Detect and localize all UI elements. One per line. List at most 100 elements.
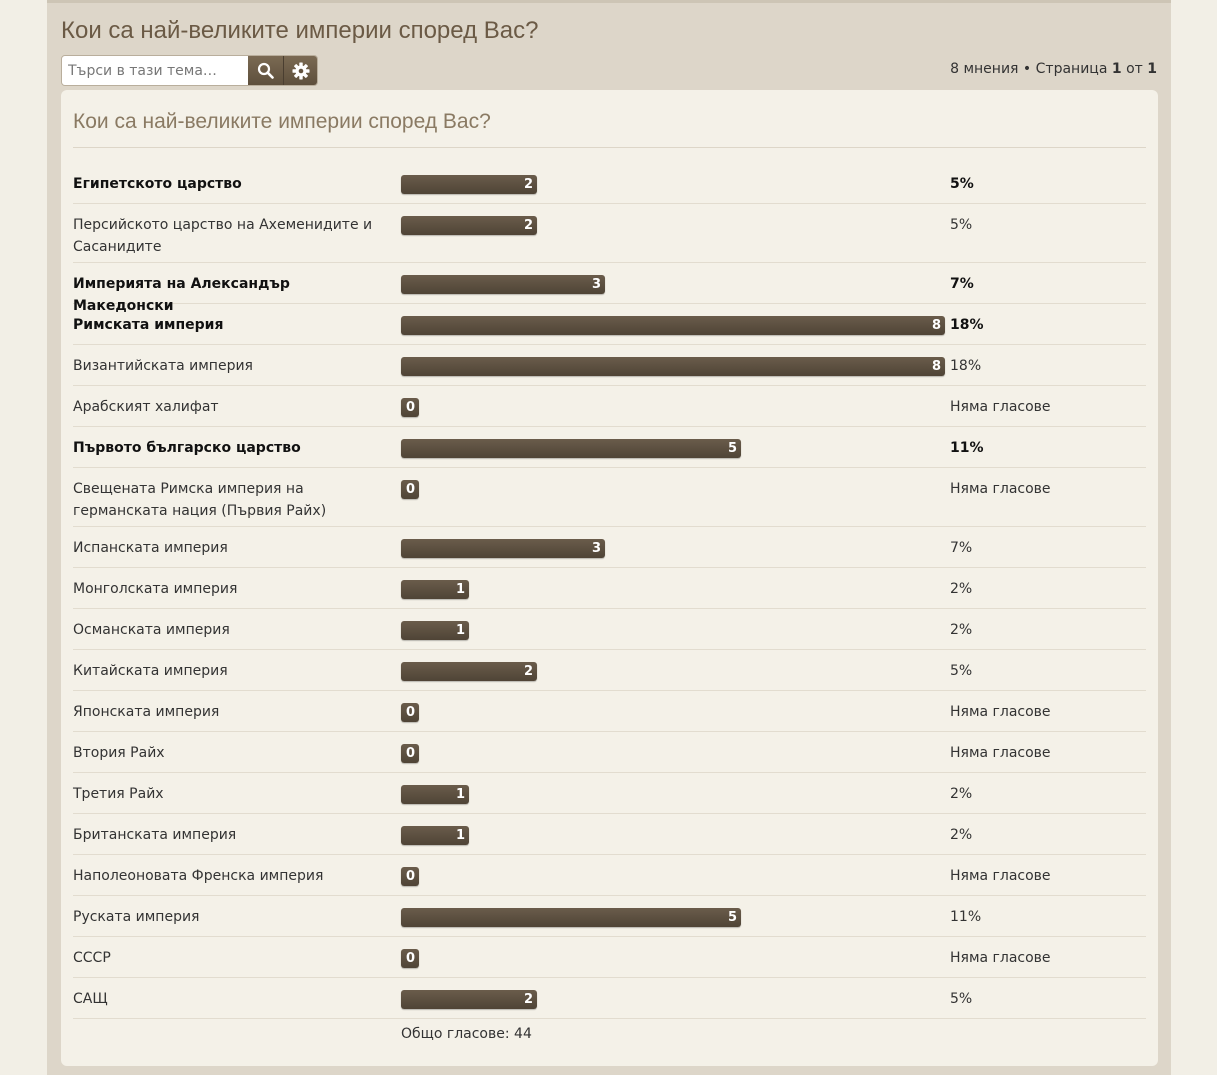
poll-option-row: Втория Райх 0 Няма гласове — [73, 732, 1146, 773]
poll-option-row: СССР 0 Няма гласове — [73, 937, 1146, 978]
poll-option-percent: 2% — [950, 827, 973, 843]
search-icon — [257, 62, 274, 79]
poll-option-bar: 3 — [401, 275, 605, 294]
poll-option-bar: 8 — [401, 316, 945, 335]
poll-option-label: САЩ — [73, 991, 108, 1007]
poll-option-label: Британската империя — [73, 827, 237, 843]
topic-search — [61, 55, 318, 86]
poll-option-bar: 0 — [401, 949, 419, 968]
poll-option-bar: 0 — [401, 398, 419, 417]
poll-option-row: Наполеоновата Френска империя 0 Няма гласо… — [73, 855, 1146, 896]
post-count: 8 мнения — [950, 61, 1019, 77]
of-word: от — [1126, 61, 1143, 77]
poll-panel: Кои са най-великите империи според Вас? … — [61, 90, 1158, 1066]
poll-option-percent: Няма гласове — [950, 745, 1051, 761]
poll-divider — [73, 147, 1146, 148]
poll-option-label: Третия Райх — [73, 786, 164, 802]
poll-option-label: Египетското царство — [73, 176, 242, 192]
poll-option-row: САЩ 2 5% — [73, 978, 1146, 1019]
poll-option-percent: 2% — [950, 622, 973, 638]
poll-option-percent: 7% — [950, 276, 974, 292]
poll-option-percent: 11% — [950, 440, 984, 456]
poll-option-row: Свещената Римска империя на германската … — [73, 468, 1146, 527]
poll-option-percent: 2% — [950, 786, 973, 802]
poll-options: Египетското царство 2 5% Персийското царств… — [73, 163, 1146, 1019]
topic-title[interactable]: Кои са най-великите империи според Вас? — [61, 17, 539, 44]
poll-option-percent: 7% — [950, 540, 973, 556]
poll-option-row: Първото българско царство 5 11% — [73, 427, 1146, 468]
poll-option-percent: 18% — [950, 317, 984, 333]
poll-option-bar: 1 — [401, 785, 469, 804]
poll-option-label: Наполеоновата Френска империя — [73, 868, 324, 884]
poll-option-row: Персийското царство на Ахеменидите и Сас… — [73, 204, 1146, 263]
poll-option-row: Японската империя 0 Няма гласове — [73, 691, 1146, 732]
poll-option-label: Империята на Александър Македонски — [73, 276, 290, 314]
pagination: 8 мнения • Страница 1 от 1 — [950, 61, 1157, 77]
poll-option-percent: 2% — [950, 581, 973, 597]
poll-option-bar: 0 — [401, 744, 419, 763]
poll-option-bar: 8 — [401, 357, 945, 376]
poll-option-percent: 5% — [950, 176, 974, 192]
poll-option-bar: 2 — [401, 175, 537, 194]
pagination-separator: • — [1022, 61, 1032, 77]
advanced-search-button[interactable] — [283, 56, 317, 85]
page-wrap: Кои са най-великите империи според Вас? — [47, 0, 1171, 1075]
poll-option-bar: 0 — [401, 703, 419, 722]
poll-option-label: Персийското царство на Ахеменидите и Сас… — [73, 217, 373, 255]
poll-option-bar: 5 — [401, 439, 741, 458]
poll-option-percent: 11% — [950, 909, 982, 925]
poll-option-percent: 18% — [950, 358, 982, 374]
poll-option-percent: 5% — [950, 991, 973, 1007]
poll-option-bar: 0 — [401, 867, 419, 886]
poll-option-percent: Няма гласове — [950, 399, 1051, 415]
poll-option-percent: 5% — [950, 217, 973, 233]
poll-total-votes: Общо гласове: 44 — [401, 1026, 532, 1042]
poll-option-label: Византийската империя — [73, 358, 253, 374]
poll-option-row: Египетското царство 2 5% — [73, 163, 1146, 204]
poll-option-row: Римската империя 8 18% — [73, 304, 1146, 345]
poll-option-percent: Няма гласове — [950, 704, 1051, 720]
poll-option-row: Арабският халифат 0 Няма гласове — [73, 386, 1146, 427]
poll-option-row: Третия Райх 1 2% — [73, 773, 1146, 814]
poll-option-label: Руската империя — [73, 909, 200, 925]
poll-option-row: Руската империя 5 11% — [73, 896, 1146, 937]
poll-option-percent: Няма гласове — [950, 481, 1051, 497]
poll-option-label: Римската империя — [73, 317, 224, 333]
poll-option-label: Японската империя — [73, 704, 220, 720]
poll-option-row: Империята на Александър Македонски 3 7% — [73, 263, 1146, 314]
search-input[interactable] — [62, 56, 248, 85]
poll-option-bar: 1 — [401, 621, 469, 640]
poll-option-row: Византийската империя 8 18% — [73, 345, 1146, 386]
poll-option-percent: Няма гласове — [950, 868, 1051, 884]
poll-option-bar: 1 — [401, 826, 469, 845]
poll-option-row: Османската империя 1 2% — [73, 609, 1146, 650]
poll-option-label: Монголската империя — [73, 581, 238, 597]
poll-option-label: СССР — [73, 950, 111, 966]
current-page: 1 — [1111, 61, 1122, 77]
poll-option-label: Китайската империя — [73, 663, 228, 679]
search-button[interactable] — [248, 56, 283, 85]
poll-option-bar: 5 — [401, 908, 741, 927]
poll-option-bar: 0 — [401, 480, 419, 499]
poll-option-bar: 2 — [401, 662, 537, 681]
gear-icon — [292, 62, 309, 79]
poll-option-label: Първото българско царство — [73, 440, 301, 456]
poll-option-label: Арабският халифат — [73, 399, 219, 415]
poll-option-label: Испанската империя — [73, 540, 228, 556]
poll-option-row: Китайската империя 2 5% — [73, 650, 1146, 691]
poll-option-label: Османската империя — [73, 622, 230, 638]
poll-option-bar: 1 — [401, 580, 469, 599]
poll-option-row: Испанската империя 3 7% — [73, 527, 1146, 568]
poll-option-bar: 2 — [401, 216, 537, 235]
poll-option-row: Британската империя 1 2% — [73, 814, 1146, 855]
poll-option-row: Монголската империя 1 2% — [73, 568, 1146, 609]
poll-option-bar: 3 — [401, 539, 605, 558]
total-pages: 1 — [1147, 61, 1157, 77]
poll-title: Кои са най-великите империи според Вас? — [73, 110, 491, 133]
poll-option-percent: Няма гласове — [950, 950, 1051, 966]
poll-option-bar: 2 — [401, 990, 537, 1009]
poll-option-label: Втория Райх — [73, 745, 165, 761]
page-word: Страница — [1035, 61, 1108, 77]
poll-option-percent: 5% — [950, 663, 973, 679]
poll-option-label: Свещената Римска империя на германската … — [73, 481, 327, 519]
